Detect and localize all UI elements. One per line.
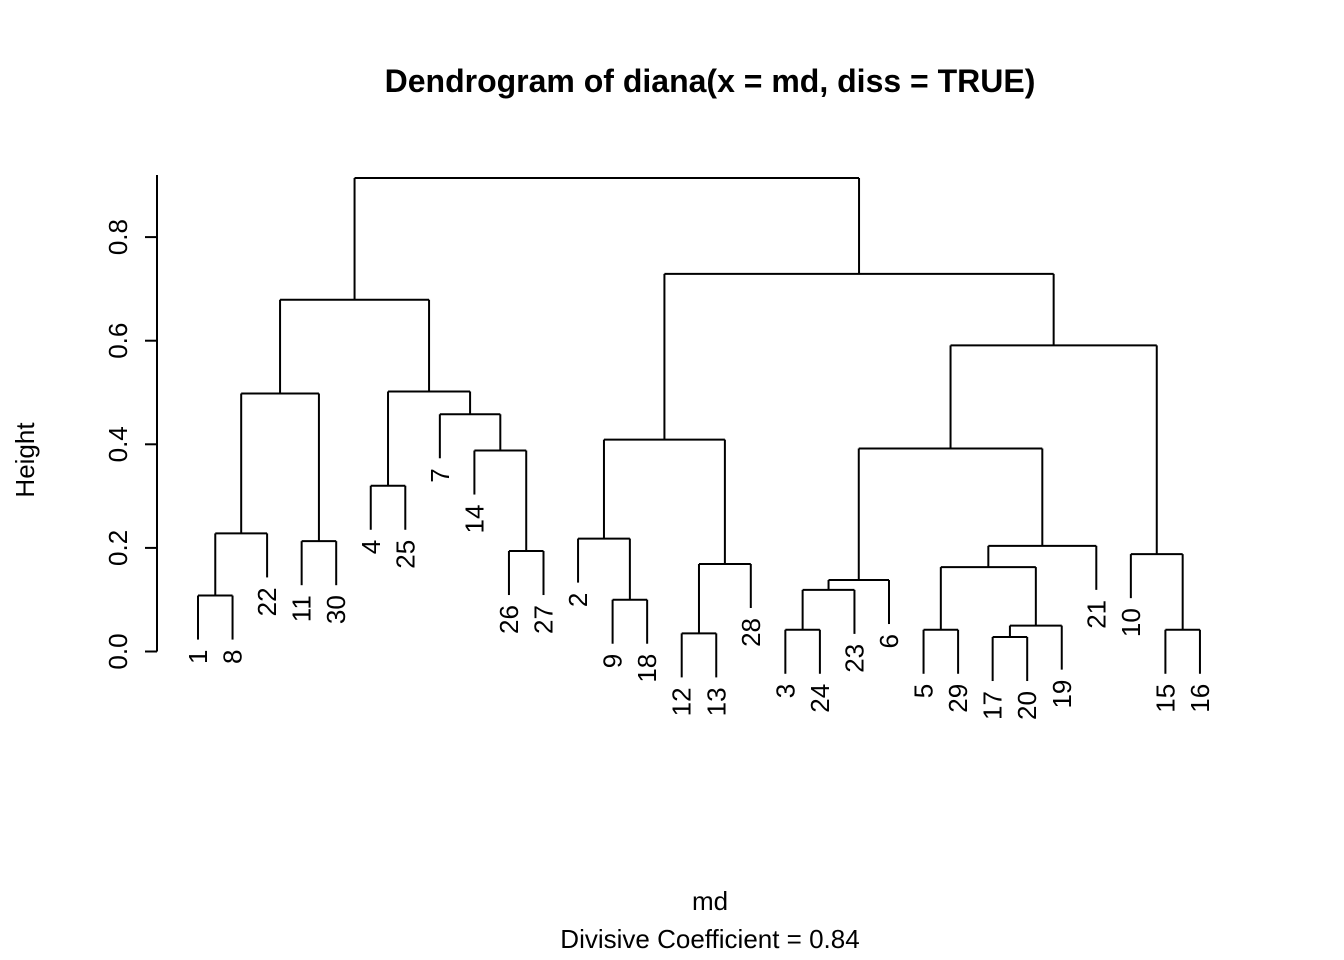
leaf-label: 17 [978,691,1008,720]
leaf-label: 26 [494,605,524,634]
leaf-label: 30 [321,595,351,624]
leaf-label: 11 [287,595,317,622]
leaf-label: 16 [1185,684,1215,713]
leaf-label: 23 [839,644,869,673]
chart-title: Dendrogram of diana(x = md, diss = TRUE) [385,63,1036,99]
y-tick-label: 0.8 [103,219,133,255]
y-axis: 0.0 0.2 0.4 0.6 0.8 [103,174,158,670]
leaf-label: 20 [1012,691,1042,720]
leaf-label: 12 [667,687,697,716]
leaf-label: 7 [425,468,455,482]
leaf-label: 8 [218,650,248,664]
y-tick-label: 0.2 [103,530,133,566]
leaf-label: 5 [909,684,939,698]
leaf-label: 24 [805,684,835,713]
leaf-label: 1 [183,650,213,664]
leaf-label: 4 [356,540,386,554]
leaf-label: 25 [390,540,420,569]
y-axis-label: Height [10,422,40,498]
leaf-label: 9 [598,654,628,668]
leaf-label: 6 [874,634,904,648]
leaf-label: 10 [1116,608,1146,637]
leaf-label: 14 [459,505,489,534]
divisive-coefficient-subtitle: Divisive Coefficient = 0.84 [560,924,859,954]
leaf-label: 15 [1150,684,1180,713]
leaf-label: 29 [943,684,973,713]
y-tick-label: 0.6 [103,323,133,359]
y-tick-label: 0.4 [103,426,133,462]
leaf-label: 2 [563,593,593,607]
leaf-label: 13 [701,687,731,716]
dendrogram-tree [197,177,1201,682]
leaf-label: 3 [770,684,800,698]
x-axis-label: md [692,886,728,916]
leaf-label: 19 [1047,680,1077,709]
leaf-label: 21 [1081,600,1111,629]
leaf-label: 27 [529,605,559,634]
leaf-label: 22 [252,587,282,616]
y-tick-label: 0.0 [103,633,133,669]
leaf-label: 28 [736,618,766,647]
leaf-label: 18 [632,654,662,683]
